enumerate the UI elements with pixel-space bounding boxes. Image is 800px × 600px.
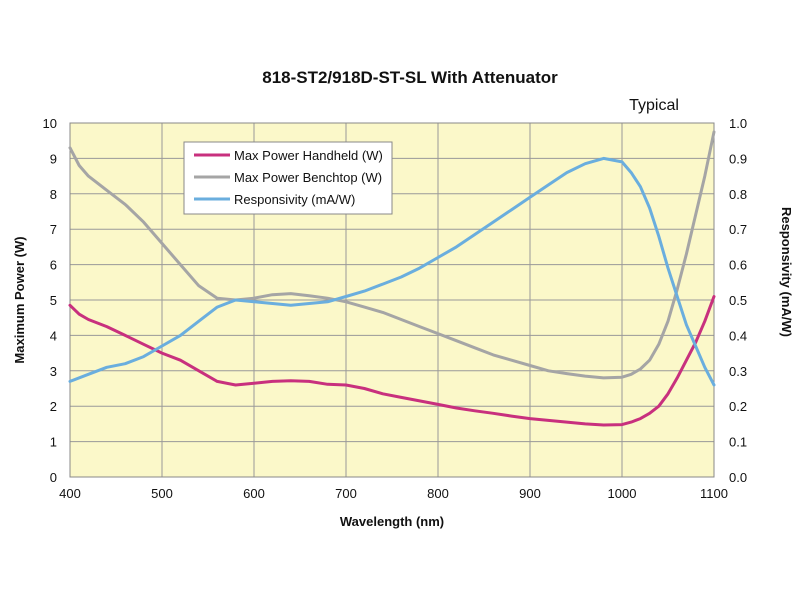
y-right-tick-label: 0.3 [729, 364, 747, 379]
y-right-tick-label: 0.4 [729, 328, 747, 343]
series-line-handheld [68, 295, 716, 427]
y-left-axis-title: Maximum Power (W) [12, 236, 27, 363]
y-right-axis-ticks: 0.0 0.1 0.2 0.3 0.4 0.5 0.6 0.7 0.8 0.9 1.0 [729, 116, 747, 485]
y-left-tick-label: 3 [50, 364, 57, 379]
y-left-tick-label: 4 [50, 328, 57, 343]
legend: Max Power Handheld (W) Max Power Benchto… [183, 141, 393, 215]
series-line-benchtop [68, 130, 716, 380]
y-right-tick-label: 0.7 [729, 222, 747, 237]
x-tick-label: 900 [519, 486, 541, 501]
y-right-tick-label: 0.0 [729, 470, 747, 485]
y-right-tick-label: 0.6 [729, 258, 747, 273]
x-tick-label: 1100 [700, 486, 728, 501]
legend-label-handheld: Max Power Handheld (W) [234, 148, 383, 163]
y-right-tick-label: 0.2 [729, 399, 747, 414]
y-left-tick-label: 1 [50, 435, 57, 450]
y-left-tick-label: 8 [50, 187, 57, 202]
y-left-tick-label: 5 [50, 293, 57, 308]
x-tick-label: 600 [243, 486, 265, 501]
series-lines [68, 130, 716, 427]
x-tick-label: 800 [427, 486, 449, 501]
x-tick-label: 500 [151, 486, 173, 501]
y-left-tick-label: 9 [50, 151, 57, 166]
y-left-tick-label: 10 [43, 116, 57, 131]
y-right-tick-label: 1.0 [729, 116, 747, 131]
y-right-tick-label: 0.5 [729, 293, 747, 308]
y-left-tick-label: 7 [50, 222, 57, 237]
y-left-tick-label: 2 [50, 399, 57, 414]
y-left-tick-label: 0 [50, 470, 57, 485]
x-tick-label: 400 [59, 486, 81, 501]
x-tick-label: 1000 [608, 486, 637, 501]
x-axis-ticks: 400 500 600 700 800 900 1000 1100 [59, 486, 728, 501]
y-right-axis-title: Responsivity (mA/W) [779, 207, 794, 337]
y-right-tick-label: 0.9 [729, 151, 747, 166]
legend-label-benchtop: Max Power Benchtop (W) [234, 170, 382, 185]
y-left-tick-label: 6 [50, 258, 57, 273]
y-right-tick-label: 0.8 [729, 187, 747, 202]
legend-label-responsivity: Responsivity (mA/W) [234, 192, 355, 207]
x-tick-label: 700 [335, 486, 357, 501]
y-left-axis-ticks: 0 1 2 3 4 5 6 7 8 9 10 [43, 116, 57, 485]
x-axis-title: Wavelength (nm) [340, 514, 444, 529]
chart-subtitle: Typical [629, 97, 679, 114]
y-right-tick-label: 0.1 [729, 435, 747, 450]
chart-title: 818-ST2/918D-ST-SL With Attenuator [262, 68, 558, 87]
series-line-responsivity [68, 156, 716, 387]
